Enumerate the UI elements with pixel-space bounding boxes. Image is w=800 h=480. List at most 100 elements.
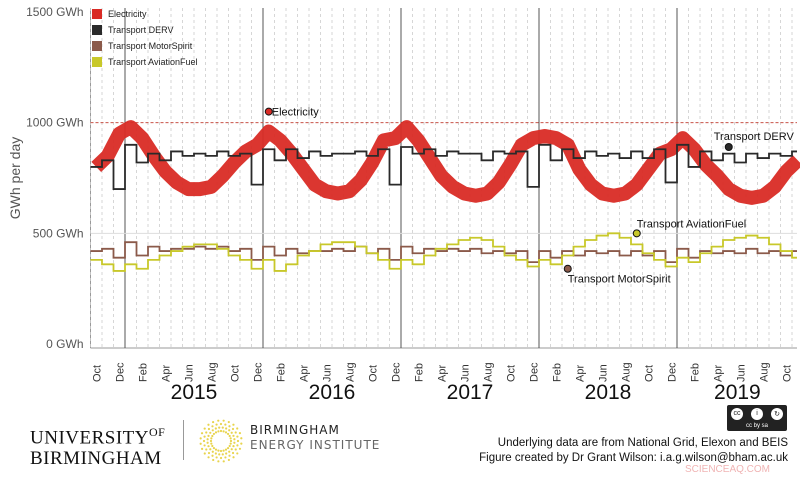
university-of-birmingham-logo: UNIVERSITYOF BIRMINGHAM (30, 422, 165, 469)
month-tick-label: Apr (436, 365, 448, 382)
month-tick-label: Jun (321, 364, 333, 382)
sun-dot (214, 452, 217, 455)
sun-dot (207, 456, 210, 459)
y-axis-label: GWh per day (7, 137, 23, 219)
sun-dot (218, 426, 221, 429)
sun-dot (236, 452, 239, 455)
sun-dot (200, 432, 204, 435)
sun-dot (229, 439, 233, 443)
month-tick-label: Feb (137, 363, 149, 382)
legend-label: Transport DERV (108, 25, 174, 35)
sun-dot (225, 427, 228, 430)
annotation-marker (724, 143, 733, 152)
sun-dot (224, 456, 227, 459)
sun-dot (222, 449, 225, 452)
sun-dot (210, 437, 213, 440)
cc-by-sa-badge: cc i ↻ cc by sa (727, 405, 787, 431)
sun-dot (209, 439, 213, 443)
month-tick-label: Oct (505, 365, 517, 382)
sun-dot (233, 438, 236, 441)
month-tick-label: Oct (781, 365, 793, 382)
sun-dot (236, 444, 239, 447)
license-text: cc by sa (745, 423, 768, 429)
legend-swatch (92, 57, 102, 67)
sun-dot (225, 452, 228, 455)
y-tick-label: 1000 GWh (26, 116, 83, 130)
sun-dot (229, 437, 232, 440)
month-tick-label: Apr (298, 365, 310, 382)
sun-dot (215, 456, 218, 459)
sun-dot (212, 458, 215, 462)
month-tick-label: Feb (689, 363, 701, 382)
sun-dot (236, 439, 240, 443)
sun-dot (207, 445, 210, 448)
sun-dot (217, 430, 220, 433)
sa-icon: ↻ (771, 407, 783, 420)
sun-dot (206, 438, 209, 441)
sun-dot (240, 437, 243, 440)
sun-dot (200, 447, 204, 450)
sun-dot (232, 423, 235, 426)
year-label: 2017 (447, 381, 494, 404)
sun-dot (234, 448, 237, 451)
sun-dot (205, 431, 208, 434)
sun-dot (207, 434, 210, 437)
sun-dot (217, 460, 220, 463)
sun-dot (210, 442, 213, 445)
month-tick-label: Dec (114, 362, 126, 382)
legend-item: Transport DERV (92, 22, 198, 38)
sun-dot (222, 430, 225, 433)
y-tick-label: 500 GWh (33, 226, 84, 240)
legend-swatch (92, 41, 102, 51)
legend-swatch (92, 25, 102, 35)
legend: Electricity Transport DERV Transport Motor… (92, 6, 198, 70)
sun-dot (240, 442, 243, 445)
month-tick-label: Oct (229, 365, 241, 382)
sun-dot (214, 427, 217, 430)
watermark: SCIENCEAQ.COM (684, 464, 770, 475)
legend-item: Electricity (92, 6, 198, 22)
sun-dot (214, 431, 218, 434)
series-transport-derv (90, 143, 797, 190)
legend-swatch (92, 9, 102, 19)
sun-dot (236, 435, 239, 438)
month-tick-label: Apr (160, 365, 172, 382)
logo-divider (183, 420, 184, 460)
sun-dot (226, 446, 230, 450)
sun-dot (222, 460, 225, 463)
sun-dot (224, 431, 228, 434)
sun-dot (206, 441, 209, 444)
annotation-label: Transport AviationFuel (637, 218, 746, 230)
sun-dot (236, 427, 239, 430)
sun-dot (228, 434, 231, 438)
sun-dot (221, 426, 224, 429)
bei-logo-text: BIRMINGHAM ENERGY INSTITUTE (250, 423, 380, 453)
sun-dot (217, 419, 220, 422)
sun-dot (238, 432, 242, 435)
sun-dot (219, 422, 223, 426)
year-label: 2018 (585, 381, 632, 404)
annotation-label: Electricity (272, 107, 320, 119)
month-tick-label: Jun (597, 364, 609, 382)
sun-dot (218, 453, 221, 456)
year-label: 2015 (171, 381, 218, 404)
month-tick-label: Aug (758, 362, 770, 382)
sun-dot (199, 437, 202, 440)
sun-dot (232, 445, 235, 448)
sun-dot (209, 431, 212, 434)
annotation-marker (264, 107, 273, 116)
sun-dot (233, 441, 236, 444)
sun-dot (232, 434, 235, 437)
sun-dot (207, 451, 211, 455)
bei-line1: BIRMINGHAM (250, 423, 340, 437)
month-tick-label: Dec (252, 362, 264, 382)
month-tick-label: Dec (390, 362, 402, 382)
by-icon: i (751, 407, 763, 420)
sun-dot (224, 448, 228, 451)
month-tick-label: Jun (735, 364, 747, 382)
month-tick-label: Apr (712, 365, 724, 382)
month-tick-label: Oct (643, 365, 655, 382)
uob-line1: UNIVERSITY (30, 427, 149, 449)
sun-dot (228, 450, 231, 453)
sun-dot (211, 429, 214, 432)
